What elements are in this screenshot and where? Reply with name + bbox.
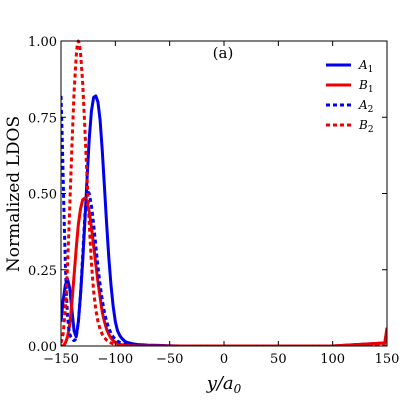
x-tick-label: −50 (156, 352, 183, 367)
x-tick-label: −100 (97, 352, 133, 367)
series-line-b2 (61, 39, 387, 346)
x-axis-label-subscript: 0 (234, 382, 242, 396)
series-layer (61, 39, 387, 346)
x-tick-label: 0 (220, 352, 228, 367)
series-line-b1 (61, 196, 387, 346)
legend-label-a2: A2 (358, 98, 373, 115)
legend-label-a1: A1 (358, 58, 373, 75)
y-axis-label: Normalized LDOS (4, 116, 24, 272)
legend: A1 B1 A2 B2 (326, 58, 374, 135)
series-line-a2 (61, 95, 387, 346)
y-tick-label: 0.50 (28, 188, 57, 203)
x-tick-label: 50 (270, 352, 287, 367)
y-tick-label: 1.00 (28, 35, 57, 50)
y-tick-label: 0.00 (28, 340, 57, 355)
y-tick-label: 0.25 (28, 264, 57, 279)
ticks-layer: −150 −100 −50 0 50 100 150 0.00 0.25 0.50 0.75 1.00 (28, 35, 399, 367)
x-tick-label: 100 (320, 352, 345, 367)
x-axis-label-main: y/a (206, 373, 234, 394)
plot-frame (60, 40, 388, 347)
panel-label: (a) (213, 44, 234, 62)
x-tick-label: −150 (43, 352, 79, 367)
y-tick-label: 0.75 (28, 111, 57, 126)
series-line-a1 (61, 94, 387, 346)
x-axis-label: y/a0 (206, 373, 242, 396)
legend-label-b2: B2 (358, 118, 374, 135)
x-tick-label: 150 (375, 352, 400, 367)
legend-label-b1: B1 (358, 78, 374, 95)
